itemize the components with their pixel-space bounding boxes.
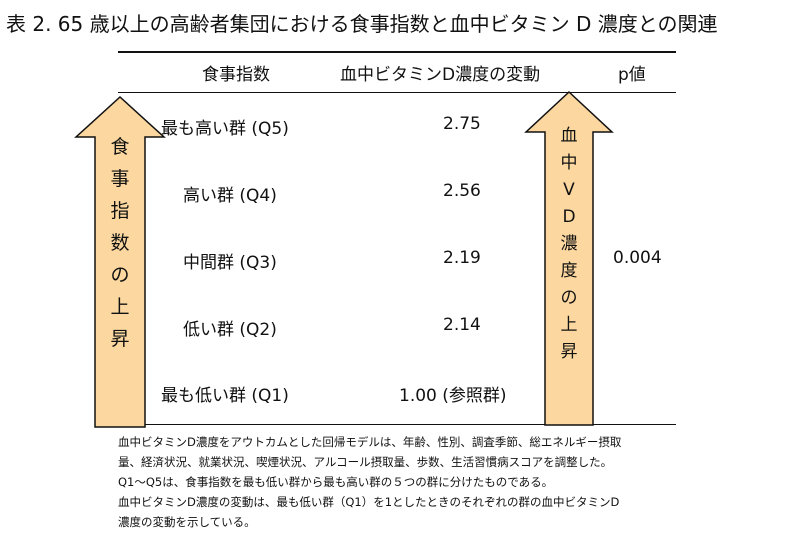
left-arrow-label: 食 事 指 数 の 上 昇 [108,138,132,362]
table-row-value: 1.00 (参照群) [399,386,507,406]
left-arrow-char: 上 [110,296,130,318]
left-arrow-char: 昇 [110,328,130,350]
note-line: Q1～Q5は、食事指数を最も低い群から最も高い群の５つの群に分けたものである。 [118,475,554,489]
table-title: 表 2. 65 歳以上の高齢者集団における食事指数と血中ビタミン D 濃度との関… [6,12,718,36]
right-arrow-char: 中 [560,153,578,173]
right-arrow-char: の [560,288,578,308]
table-top-rule [118,51,676,53]
left-arrow-char: 食 [110,136,130,158]
table-row-label: 最も高い群 (Q5) [161,119,289,139]
table-row-value: 2.19 [443,248,481,268]
table-row-value: 2.56 [443,181,481,201]
right-arrow-char: 上 [560,315,578,335]
right-arrow-char: 昇 [560,342,578,362]
table-header-rule [118,92,676,93]
right-up-arrow [524,90,614,428]
p-value: 0.004 [613,248,662,268]
table-row-label: 低い群 (Q2) [183,320,277,340]
left-arrow-char: の [110,264,130,286]
right-arrow-char: 度 [560,261,578,281]
note-line: 血中ビタミンD濃度の変動は、最も低い群（Q1）を1としたときのそれぞれの群の血中… [118,495,620,509]
left-arrow-char: 事 [110,168,130,190]
table-notes: 血中ビタミンD濃度をアウトカムとした回帰モデルは、年齢、性別、調査季節、総エネル… [118,432,621,532]
right-arrow-char: 血 [560,126,578,146]
table-row-value: 2.75 [443,114,481,134]
right-arrow-label: 血 中 V D 濃 度 の 上 昇 [557,128,581,371]
note-line: 濃度の変動を示している。 [118,515,256,529]
right-arrow-char: 濃 [560,234,578,254]
table-bottom-rule [118,424,676,425]
left-arrow-char: 数 [110,232,130,254]
header-vitd-change: 血中ビタミンD濃度の変動 [340,65,541,85]
table-row-label: 最も低い群 (Q1) [161,386,289,406]
table-row-label: 中間群 (Q3) [183,253,277,273]
right-arrow-char: D [562,207,576,227]
table-row-value: 2.14 [443,315,481,335]
note-line: 量、経済状況、就業状況、喫煙状況、アルコール摂取量、歩数、生活習慣病スコアを調整… [118,455,613,469]
header-diet-index: 食事指数 [202,65,270,85]
table-row-label: 高い群 (Q4) [183,186,277,206]
left-arrow-char: 指 [110,200,130,222]
header-p-value: p値 [618,65,646,85]
note-line: 血中ビタミンD濃度をアウトカムとした回帰モデルは、年齢、性別、調査季節、総エネル… [118,435,622,449]
right-arrow-char: V [563,180,575,200]
left-up-arrow [74,95,166,430]
